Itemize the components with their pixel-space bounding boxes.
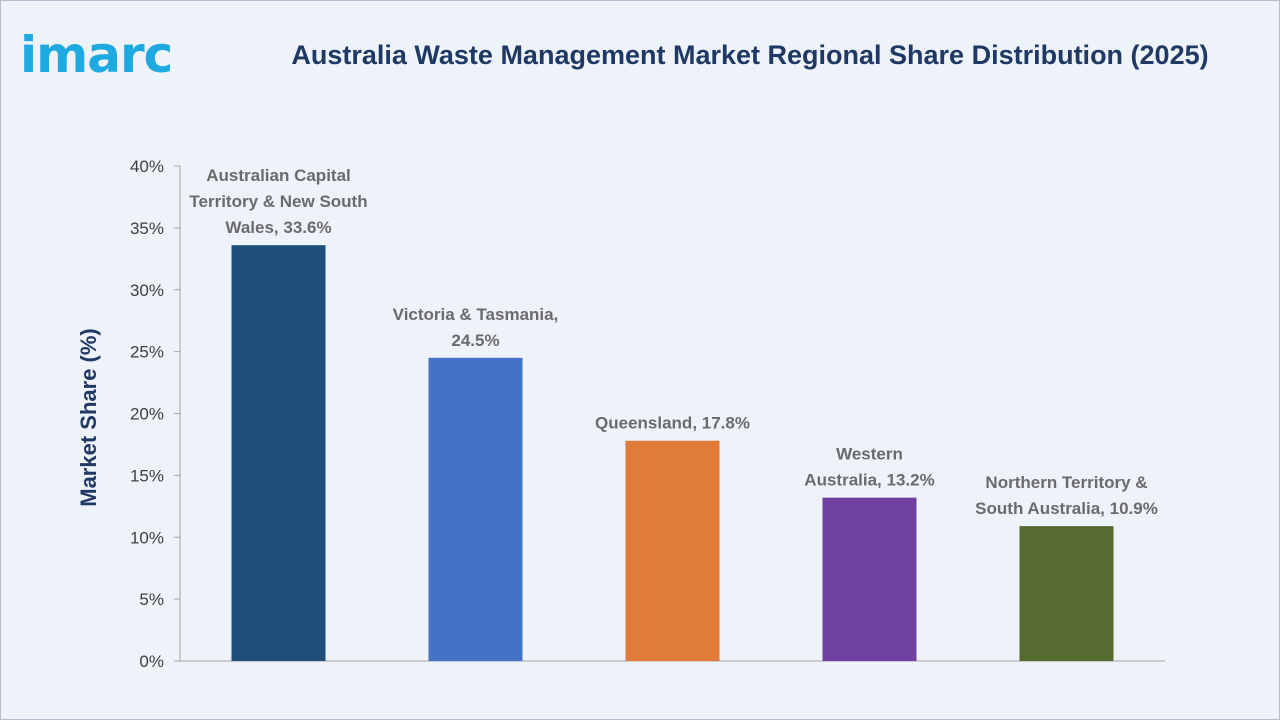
bar	[231, 245, 326, 661]
y-tick-label: 15%	[130, 466, 164, 485]
chart-title: Australia Waste Management Market Region…	[291, 40, 1209, 70]
imarc-logo: imarc	[20, 26, 173, 84]
y-tick-label: 25%	[130, 343, 164, 362]
bar	[625, 440, 720, 661]
y-tick-label: 35%	[130, 219, 164, 238]
data-label: Victoria & Tasmania, 24.5%	[393, 305, 559, 350]
data-label: Northern Territory & South Australia, 10.…	[975, 473, 1158, 518]
y-tick-label: 5%	[139, 590, 164, 609]
bar	[1019, 526, 1114, 661]
y-tick-label: 0%	[139, 652, 164, 671]
data-label: Western Australia, 13.2%	[804, 445, 934, 490]
data-label: Queensland, 17.8%	[595, 414, 750, 433]
bar	[428, 357, 523, 661]
y-tick-label: 40%	[130, 157, 164, 176]
y-tick-label: 10%	[130, 528, 164, 547]
y-axis-label: Market Share (%)	[76, 328, 101, 507]
bar	[822, 497, 917, 661]
y-tick-label: 20%	[130, 405, 164, 424]
logo-text: imarc	[20, 26, 172, 84]
y-tick-label: 30%	[130, 281, 164, 300]
data-label: Australian Capital Territory & New South W…	[189, 166, 367, 237]
